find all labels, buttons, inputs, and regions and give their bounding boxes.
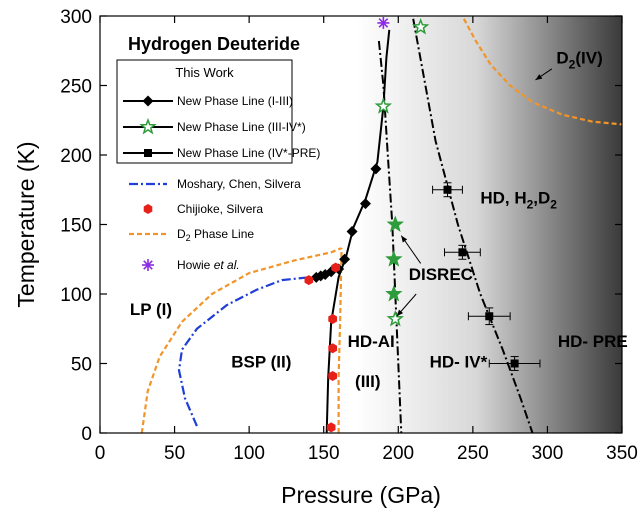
region-label: HD- PRE — [558, 332, 628, 351]
legend-marker — [142, 259, 154, 271]
label-part: HD, H — [480, 189, 526, 208]
label-part: (IV) — [575, 48, 602, 67]
point-howie-et-al- — [377, 17, 389, 29]
subscript: 2 — [550, 198, 557, 212]
region-label: HD- IV* — [430, 353, 488, 372]
region-label: DISREC — [409, 265, 473, 284]
y-tick-label: 0 — [81, 424, 92, 445]
legend-label-part: Phase Line — [191, 227, 255, 241]
y-axis-title: Temperature (K) — [13, 141, 39, 307]
y-tick-label: 250 — [60, 77, 92, 98]
x-axis-title: Pressure (GPa) — [281, 482, 441, 508]
legend-label: New Phase Line (I-III) — [177, 94, 293, 108]
point-new-phase-line-iv-pre- — [458, 248, 466, 256]
legend-label: Moshary, Chen, Silvera — [177, 177, 301, 191]
legend-label-part: D — [177, 227, 186, 241]
region-label: LP (I) — [130, 300, 172, 319]
legend-heading: This Work — [175, 65, 234, 80]
x-tick-label: 250 — [457, 443, 489, 464]
y-tick-label: 200 — [60, 146, 92, 167]
region-label: HD-AI — [348, 332, 395, 351]
x-tick-label: 300 — [532, 443, 564, 464]
y-tick-label: 300 — [60, 7, 92, 28]
x-tick-label: 0 — [95, 443, 106, 464]
y-tick-label: 100 — [60, 285, 92, 306]
legend-label: New Phase Line (IV*-PRE) — [177, 146, 320, 160]
label-part: ,D — [533, 189, 550, 208]
region-label: (III) — [355, 372, 381, 391]
x-tick-label: 200 — [382, 443, 414, 464]
y-tick-label: 150 — [60, 216, 92, 237]
legend-marker — [144, 149, 152, 157]
legend-label: Chijioke, Silvera — [177, 202, 263, 216]
x-tick-label: 50 — [164, 443, 185, 464]
point-new-phase-line-iv-pre- — [511, 360, 519, 368]
x-tick-label: 350 — [606, 443, 638, 464]
chart-title: Hydrogen Deuteride — [128, 34, 300, 54]
legend-label: Howie et al. — [177, 258, 240, 272]
legend-label-italic: et al. — [214, 258, 240, 272]
label-part: D — [556, 48, 568, 67]
legend-label: New Phase Line (III-IV*) — [177, 120, 306, 134]
point-new-phase-line-iv-pre- — [444, 186, 452, 194]
region-label: BSP (II) — [231, 353, 291, 372]
x-tick-label: 150 — [308, 443, 340, 464]
x-tick-label: 100 — [233, 443, 265, 464]
point-new-phase-line-iv-pre- — [485, 312, 493, 320]
legend-label-part: Howie — [177, 258, 214, 272]
y-tick-label: 50 — [71, 355, 92, 376]
